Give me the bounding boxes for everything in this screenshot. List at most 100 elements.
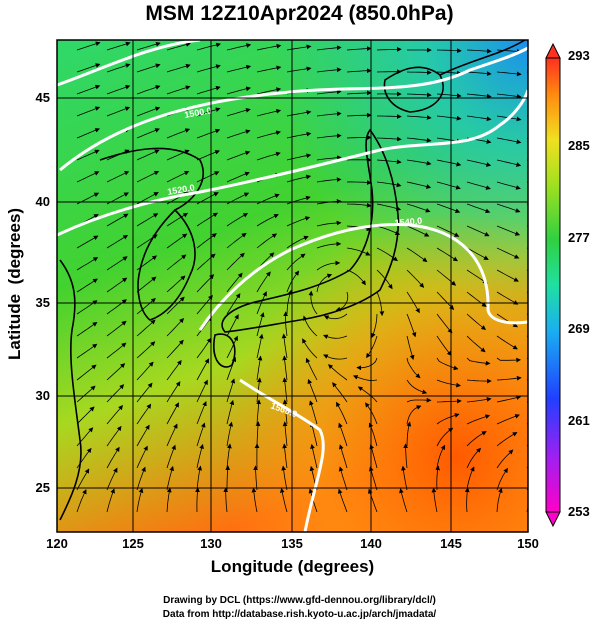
streamline-arrow — [496, 414, 520, 425]
streamline-arrow — [256, 43, 282, 51]
streamline-arrow — [466, 378, 492, 384]
streamline-arrow — [136, 128, 160, 139]
streamline-arrow — [106, 404, 124, 425]
streamline-arrow — [279, 487, 288, 513]
streamline-arrow — [106, 256, 128, 271]
streamline-arrow — [76, 41, 101, 51]
streamline-arrow — [196, 171, 220, 183]
streamline-arrow — [307, 378, 318, 403]
colorbar-tick-label: 277 — [568, 230, 590, 245]
streamline-arrow — [226, 293, 241, 315]
streamline-arrow — [106, 446, 120, 469]
x-axis-label: Longitude (degrees) — [210, 557, 375, 576]
streamline-arrow — [106, 320, 127, 337]
streamline-arrow — [256, 151, 281, 161]
streamline-arrow — [226, 150, 251, 161]
streamline-arrow — [436, 159, 462, 167]
streamline-arrow — [406, 313, 417, 338]
streamline-arrow — [526, 49, 528, 51]
streamline-arrow — [496, 467, 508, 491]
streamline-arrow — [436, 70, 462, 76]
streamline-arrow — [195, 487, 200, 513]
streamline-arrow — [196, 401, 207, 425]
streamline-arrow — [226, 232, 247, 249]
streamline-arrow — [76, 171, 100, 183]
streamline-arrow — [436, 398, 462, 404]
streamline-arrow — [526, 313, 528, 315]
streamline-arrow — [399, 488, 408, 513]
streamline-arrow — [436, 181, 461, 190]
streamline-arrow — [256, 312, 265, 337]
streamline-arrow — [316, 177, 342, 183]
streamline-arrow — [302, 338, 318, 359]
streamline-arrow — [323, 354, 348, 360]
contour-label: 1500.0 — [184, 105, 213, 120]
streamline-arrow — [316, 155, 342, 161]
streamline-arrow — [376, 136, 402, 142]
colorbar-tick-label: 261 — [568, 413, 590, 428]
streamline-arrow — [286, 216, 311, 227]
colorbar-tick-label: 285 — [568, 138, 590, 153]
streamline-arrow — [282, 421, 288, 447]
colorbar-tick-label: 293 — [568, 48, 590, 63]
streamline-arrow — [496, 71, 522, 77]
streamline-arrow — [196, 128, 221, 139]
y-tick-label: 45 — [35, 90, 50, 105]
streamline-arrow — [286, 44, 312, 51]
streamline-arrow — [466, 93, 492, 99]
streamline-arrow — [136, 403, 152, 425]
streamline-arrow — [496, 247, 520, 259]
streamline-arrow — [166, 423, 178, 447]
streamline-arrow — [496, 335, 518, 350]
streamline-arrow — [310, 443, 318, 469]
streamline-arrow — [166, 63, 191, 73]
streamline-arrow — [352, 375, 378, 381]
streamline-arrow — [466, 291, 487, 307]
streamline-arrow — [226, 86, 251, 95]
streamline-arrow — [106, 213, 129, 227]
streamline-arrow — [406, 247, 428, 263]
streamline-arrow — [106, 277, 128, 293]
streamline-arrow — [256, 333, 264, 359]
streamline-arrow — [466, 313, 487, 330]
streamline-arrow — [166, 254, 187, 271]
colorbar-tick-label: 253 — [568, 504, 590, 519]
streamline-arrow — [225, 465, 231, 490]
streamline-arrow — [166, 402, 179, 425]
streamline-arrow — [166, 233, 188, 249]
streamline-arrow — [466, 431, 487, 447]
streamline-arrow — [309, 400, 318, 425]
streamline-arrow — [106, 41, 131, 51]
streamline-arrow — [431, 487, 438, 513]
streamline-arrow — [526, 335, 528, 337]
streamline-arrow — [136, 466, 146, 491]
streamline-arrow — [196, 443, 204, 469]
y-tick-label: 25 — [35, 480, 50, 495]
streamline-arrow — [406, 115, 432, 120]
streamline-arrow — [338, 466, 348, 491]
streamline-arrow — [496, 357, 522, 363]
credit-drawing: Drawing by DCL (https://www.gfd-dennou.o… — [163, 595, 436, 606]
streamline-arrow — [436, 269, 457, 286]
streamline-arrow — [282, 399, 288, 425]
streamline-arrow — [316, 45, 342, 51]
x-tick-label: 130 — [200, 536, 222, 551]
streamline-arrow — [337, 488, 348, 513]
streamline-arrow — [496, 137, 522, 145]
streamline-arrow — [136, 382, 153, 403]
streamline-arrow — [466, 203, 491, 214]
streamline-arrow — [166, 487, 172, 513]
streamline-arrow — [106, 106, 131, 117]
streamline-arrow — [346, 68, 372, 74]
streamline-arrow — [376, 47, 402, 52]
streamline-arrow — [76, 343, 98, 359]
streamline-arrow — [406, 269, 425, 288]
streamline-arrow — [166, 170, 190, 183]
streamline-arrow — [346, 269, 366, 286]
streamline-arrow — [196, 85, 221, 95]
streamline-arrow — [436, 247, 458, 262]
streamline-arrow — [436, 203, 461, 214]
plot-frame — [56, 39, 529, 533]
streamline-arrow — [166, 128, 191, 139]
